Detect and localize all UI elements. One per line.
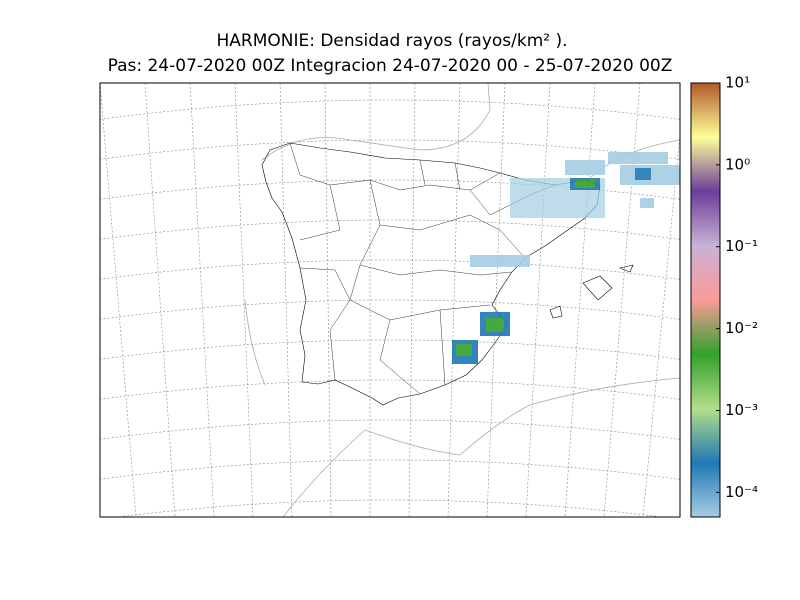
meridian — [760, 83, 800, 517]
colorbar-tick-label: 10⁻⁴ — [725, 483, 758, 501]
parallel — [100, 259, 680, 280]
title-line: HARMONIE: Densidad rayos (rayos/km² ). — [216, 31, 567, 51]
parallel — [115, 499, 665, 517]
colorbar-tick-label: 10¹ — [725, 74, 750, 92]
map-frame — [99, 82, 681, 518]
meridian — [234, 83, 254, 517]
colorbar-tick-label: 10⁰ — [725, 155, 750, 173]
meridian — [189, 83, 215, 517]
meridian — [144, 83, 176, 517]
meridian — [324, 83, 332, 517]
ibiza — [549, 305, 563, 319]
meridian — [10, 83, 58, 517]
meridian — [279, 83, 293, 517]
parallel — [100, 419, 680, 440]
meridian — [100, 83, 137, 517]
map — [0, 83, 800, 565]
meridian — [55, 83, 97, 517]
africa-coast — [282, 377, 680, 517]
lightning-areas — [452, 152, 680, 364]
parallel — [100, 339, 680, 360]
parallel — [100, 379, 680, 400]
meridian — [603, 83, 641, 517]
colorbar-tick-label: 10⁻¹ — [725, 237, 758, 255]
meridian — [642, 131, 680, 517]
parallel — [100, 299, 680, 320]
parallel — [100, 219, 680, 240]
mallorca — [582, 275, 613, 301]
parallel — [100, 99, 680, 120]
title-line: Pas: 24-07-2020 00Z Integracion 24-07-20… — [108, 56, 673, 76]
meridian — [447, 83, 461, 517]
colorbar-tick-label: 10⁻² — [725, 319, 758, 337]
meridian — [721, 83, 775, 517]
parallel — [60, 540, 720, 565]
portugal-sea — [244, 299, 266, 386]
menorca — [618, 264, 634, 273]
meridian — [0, 83, 19, 517]
meridian — [564, 83, 596, 517]
parallel — [100, 179, 680, 200]
france-coast — [261, 83, 491, 161]
meridian — [525, 83, 551, 517]
colorbar-tick-label: 10⁻³ — [725, 401, 758, 419]
colorbar — [690, 82, 721, 518]
meridian — [486, 83, 506, 517]
parallel — [100, 459, 680, 480]
